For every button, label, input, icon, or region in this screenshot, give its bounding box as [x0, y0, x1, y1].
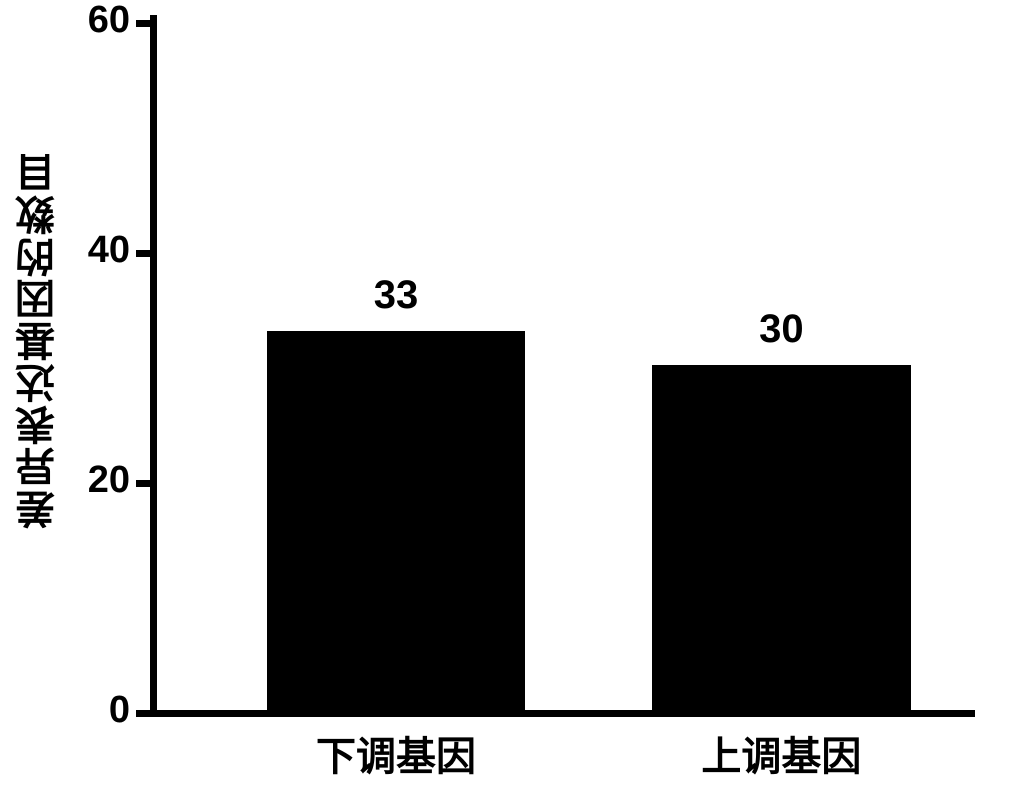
y-axis-line: [150, 15, 157, 717]
y-tick-label: 60: [60, 0, 130, 42]
y-tick: [136, 710, 150, 717]
y-tick-label: 40: [60, 229, 130, 272]
x-tick-label: 上调基因: [631, 724, 931, 782]
bar: [652, 365, 910, 710]
bar-value-label: 30: [721, 307, 841, 352]
y-tick: [136, 480, 150, 487]
bar-value-label: 33: [336, 273, 456, 318]
x-tick-label: 下调基因: [246, 724, 546, 782]
x-axis-line: [150, 710, 975, 717]
y-axis-title: 差异表达基因的数目: [10, 80, 60, 600]
bar: [267, 331, 525, 711]
bar-chart: 差异表达基因的数目 0 20 40 60 33 下调基因 30 上调基因: [0, 0, 1021, 811]
y-tick-label: 0: [60, 689, 130, 732]
y-tick: [136, 20, 150, 27]
y-tick-label: 20: [60, 459, 130, 502]
y-tick: [136, 250, 150, 257]
